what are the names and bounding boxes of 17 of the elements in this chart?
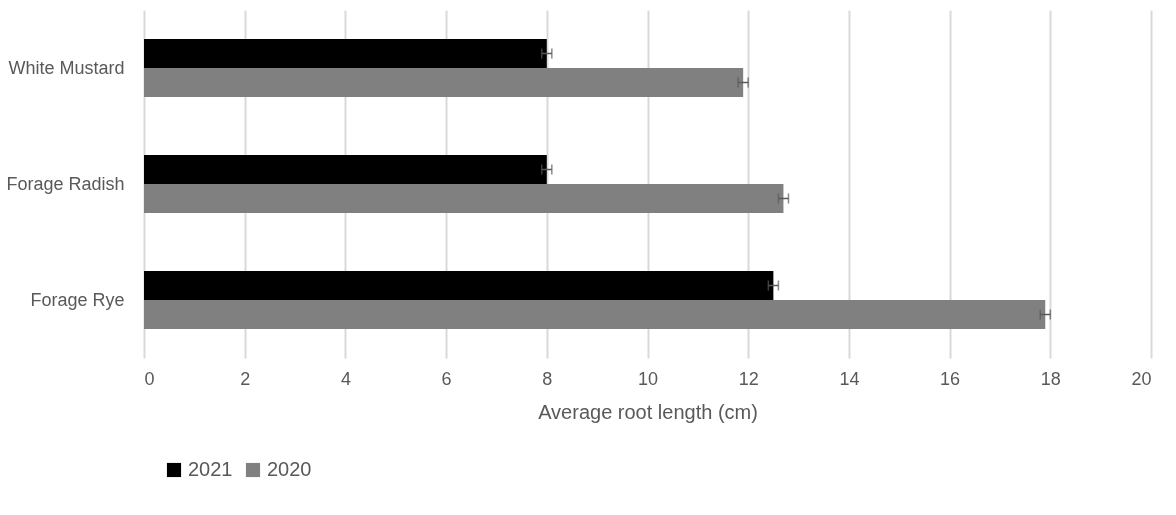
x-tick-label: 0 — [144, 368, 155, 389]
x-tick-label: 16 — [940, 368, 961, 389]
x-tick-label: 20 — [1131, 368, 1152, 389]
x-axis-title: Average root length (cm) — [538, 400, 758, 423]
legend-label: 2021 — [188, 458, 233, 480]
x-tick-label: 18 — [1040, 368, 1061, 389]
x-tick-label: 10 — [637, 368, 659, 389]
y-tick-label: Forage Radish — [6, 173, 125, 194]
x-tick-label: 4 — [340, 368, 351, 389]
y-tick-label: White Mustard — [8, 57, 125, 78]
x-tick-label: 2 — [240, 368, 251, 389]
x-tick-label: 8 — [542, 368, 553, 389]
x-tick-label: 6 — [441, 368, 452, 389]
x-tick-label: 14 — [839, 368, 860, 389]
y-tick-label: Forage Rye — [30, 289, 125, 310]
x-tick-label: 12 — [738, 368, 759, 389]
legend-label: 2020 — [267, 458, 312, 480]
